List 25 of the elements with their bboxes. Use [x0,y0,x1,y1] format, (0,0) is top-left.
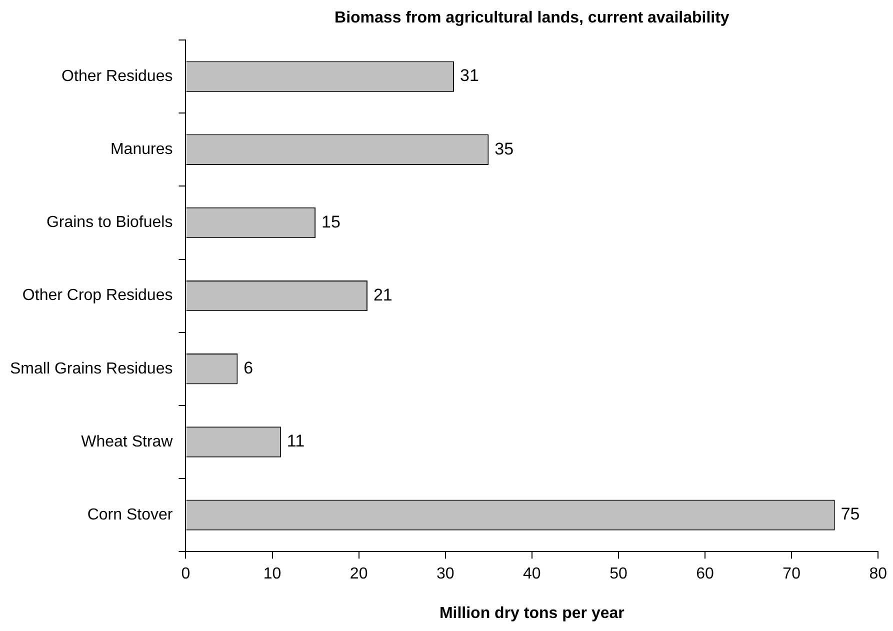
y-tick-label: Wheat Straw [81,433,174,450]
x-tick-label: 40 [523,566,541,583]
data-label: 35 [494,139,514,158]
x-tick-label: 10 [263,566,282,583]
y-tick-label: Grains to Biofuels [46,214,173,232]
y-tick-label: Corn Stover [87,506,174,524]
y-tick-label: Manures [110,141,173,158]
x-tick-label: 50 [610,566,628,583]
y-tick-label: Small Grains Residues [10,360,173,378]
y-tick-label: Other Residues [62,68,173,85]
x-tick-label: 70 [782,566,801,583]
x-tick-label: 80 [869,566,888,583]
x-tick-label: 0 [181,566,190,583]
chart-title: Biomass from agricultural lands, current availability [334,9,730,26]
data-label: 31 [460,66,479,86]
data-label: 21 [373,285,392,304]
data-label: 11 [286,432,305,451]
data-label: 15 [322,212,340,232]
y-tick-label: Other Crop Residues [22,287,173,304]
x-tick-label: 20 [350,566,368,583]
x-axis-title: Million dry tons per year [439,604,624,622]
x-tick-label: 30 [436,566,454,583]
data-label: 6 [244,358,254,378]
data-label: 75 [840,504,860,524]
x-tick-label: 60 [696,566,714,583]
